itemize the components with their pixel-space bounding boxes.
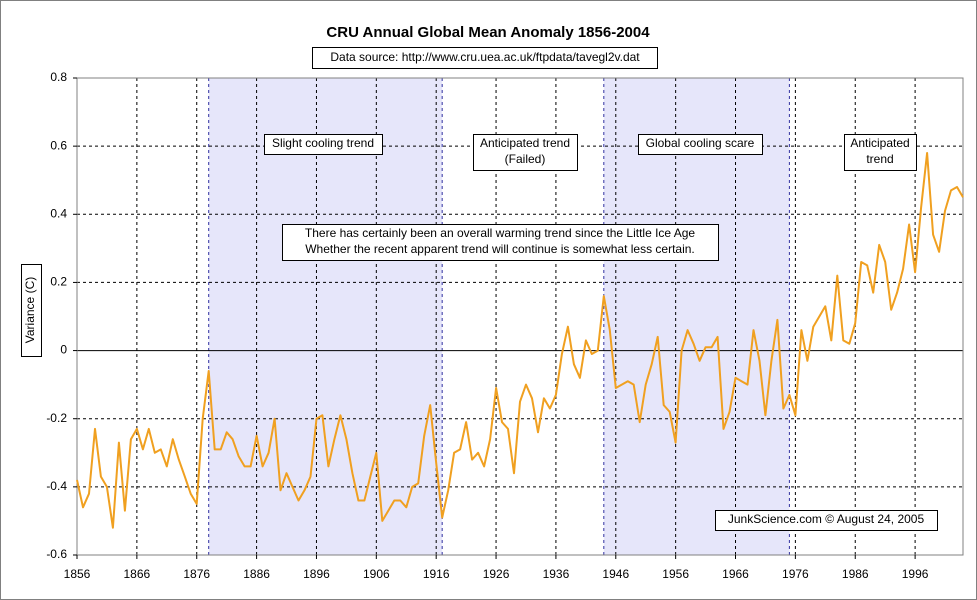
x-tick-label: 1896 <box>303 567 330 581</box>
subtitle: Data source: http://www.cru.uea.ac.uk/ft… <box>330 50 640 64</box>
y-axis-label: Variance (C) <box>23 277 37 343</box>
x-tick-label: 1966 <box>722 567 749 581</box>
x-tick-label: 1866 <box>124 567 151 581</box>
x-tick-label: 1926 <box>483 567 510 581</box>
y-tick-label: -0.2 <box>46 411 67 425</box>
y-tick-label: 0.4 <box>50 206 67 220</box>
plot-background <box>76 77 964 556</box>
y-tick-label: -0.4 <box>46 479 67 493</box>
annotation-box <box>638 134 763 155</box>
shaded-band <box>603 78 790 555</box>
annotation-box <box>715 510 938 531</box>
annotation-box <box>473 134 578 171</box>
y-tick-label: 0.2 <box>50 275 67 289</box>
x-tick-label: 1946 <box>602 567 629 581</box>
x-tick-label: 1906 <box>363 567 390 581</box>
annotation-text: Slight cooling trend <box>272 136 374 150</box>
x-tick-label: 1856 <box>64 567 91 581</box>
x-tick-label: 1956 <box>662 567 689 581</box>
x-tick-label: 1886 <box>243 567 270 581</box>
annotation-box <box>844 134 917 171</box>
y-tick-label: 0.6 <box>50 138 67 152</box>
x-tick-label: 1986 <box>842 567 869 581</box>
annotation-text: There has certainly been an overall warm… <box>305 226 696 240</box>
annotation-text: JunkScience.com © August 24, 2005 <box>728 512 925 526</box>
annotation-text: Anticipated trend <box>480 136 570 150</box>
chart-title: CRU Annual Global Mean Anomaly 1856-2004 <box>326 24 650 41</box>
annotation-box <box>264 134 383 155</box>
y-tick-label: 0.8 <box>50 70 67 84</box>
subtitle-box <box>312 47 658 69</box>
annotation-text: Whether the recent apparent trend will c… <box>305 242 695 256</box>
x-tick-label: 1996 <box>902 567 929 581</box>
x-tick-label: 1936 <box>543 567 570 581</box>
x-tick-label: 1976 <box>782 567 809 581</box>
x-tick-label: 1916 <box>423 567 450 581</box>
plot-frame <box>76 77 964 556</box>
y-label-box <box>21 264 42 357</box>
annotation-text: trend <box>866 152 893 166</box>
annotation-box <box>282 224 719 261</box>
x-tick-label: 1876 <box>183 567 210 581</box>
annotation-text: Global cooling scare <box>646 136 755 150</box>
y-tick-label: -0.6 <box>46 547 67 561</box>
anomaly-line <box>76 152 964 529</box>
y-tick-label: 0 <box>60 343 67 357</box>
annotation-text: (Failed) <box>505 152 546 166</box>
shaded-band <box>208 78 443 555</box>
annotation-text: Anticipated <box>850 136 909 150</box>
